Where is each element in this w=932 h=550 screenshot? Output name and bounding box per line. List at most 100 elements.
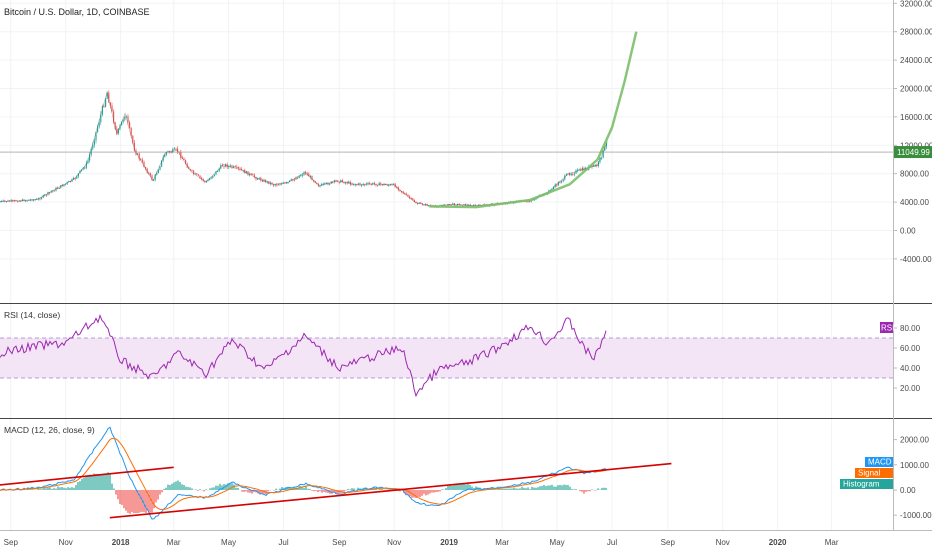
macd-histogram-bar — [247, 490, 249, 493]
macd-histogram-bar — [175, 481, 177, 490]
price-candle — [210, 177, 212, 179]
macd-histogram-bar — [121, 490, 123, 506]
macd-histogram-bar — [419, 490, 421, 498]
macd-histogram-bar — [137, 490, 139, 513]
time-axis-label: Jul — [607, 538, 617, 547]
macd-histogram-bar — [117, 490, 119, 500]
macd-histogram-bar — [323, 490, 325, 492]
price-candle — [39, 198, 41, 200]
price-candle — [138, 153, 140, 159]
macd-histogram-bar — [537, 487, 539, 490]
macd-histogram-bar — [531, 486, 533, 490]
price-candle — [567, 173, 569, 175]
price-candle — [391, 184, 393, 186]
macd-histogram-bar — [333, 490, 335, 493]
macd-histogram-bar — [43, 487, 45, 490]
macd-histogram-bar — [321, 490, 323, 493]
macd-axis-label: 0.00 — [900, 486, 916, 495]
macd-histogram-bar — [153, 490, 155, 509]
macd-histogram-bar — [51, 488, 53, 490]
macd-histogram-bar — [573, 489, 575, 490]
macd-histogram-bar — [365, 487, 367, 490]
rsi-axis-label: 60.00 — [900, 344, 921, 353]
price-candle — [177, 148, 179, 152]
macd-histogram-bar — [93, 473, 95, 490]
price-candle — [183, 158, 185, 161]
macd-histogram-bar — [465, 484, 467, 490]
macd-histogram-bar — [37, 488, 39, 490]
macd-histogram-bar — [131, 490, 133, 513]
price-candle — [229, 165, 231, 167]
macd-histogram-bar — [441, 489, 443, 490]
macd-histogram-bar — [509, 488, 511, 490]
price-candle — [321, 184, 323, 186]
macd-histogram-bar — [145, 490, 147, 513]
price-candle — [303, 172, 305, 175]
macd-histogram-bar — [159, 490, 161, 495]
price-candle — [143, 161, 145, 167]
price-candle — [197, 174, 199, 176]
macd-histogram-bar — [497, 488, 499, 490]
macd-histogram-bar — [605, 487, 607, 490]
price-candle — [45, 194, 47, 196]
macd-histogram-bar — [157, 490, 159, 500]
price-candle — [113, 111, 115, 123]
price-axis-label: 20000.00 — [900, 85, 932, 94]
macd-histogram-bar — [461, 483, 463, 490]
price-axis-label: 4000.00 — [900, 198, 929, 207]
price-candle — [199, 175, 201, 178]
macd-histogram-bar — [253, 490, 255, 493]
price-candle — [561, 180, 563, 183]
price-candle — [297, 177, 299, 179]
macd-legend-bg — [855, 468, 893, 478]
macd-histogram-bar — [533, 487, 535, 490]
macd-histogram-bar — [513, 487, 515, 490]
price-candle — [413, 199, 415, 203]
price-candle — [167, 151, 169, 153]
price-axis-label: 8000.00 — [900, 170, 929, 179]
macd-histogram-bar — [191, 488, 193, 490]
price-candle — [141, 159, 143, 162]
macd-histogram-bar — [453, 485, 455, 490]
price-candle — [98, 122, 100, 127]
parabolic-curve — [429, 31, 638, 209]
price-candle — [157, 169, 159, 174]
price-candle — [133, 142, 135, 151]
price-candle — [351, 184, 353, 186]
price-candle — [578, 169, 580, 171]
macd-histogram-bar — [167, 484, 169, 490]
macd-histogram-bar — [147, 490, 149, 512]
price-candle — [242, 169, 244, 171]
price-candle — [132, 135, 134, 143]
price-candle — [5, 201, 7, 203]
macd-histogram-bar — [55, 488, 57, 490]
price-candle — [26, 200, 28, 202]
time-axis-label: Sep — [4, 538, 19, 547]
price-candle — [281, 183, 283, 185]
macd-histogram-bar — [63, 487, 65, 490]
price-candle — [253, 174, 255, 178]
price-candle — [34, 199, 36, 201]
macd-histogram-bar — [335, 490, 337, 495]
price-candle — [130, 127, 132, 136]
macd-histogram-bar — [451, 485, 453, 490]
macd-histogram-bar — [189, 487, 191, 490]
price-candle — [58, 187, 60, 189]
macd-histogram-bar — [549, 485, 551, 490]
price-candle — [41, 197, 43, 199]
price-candle — [356, 184, 358, 186]
price-candle — [2, 200, 4, 202]
price-candle — [354, 184, 356, 186]
price-candle — [77, 173, 79, 177]
macd-histogram-bar — [221, 485, 223, 490]
price-candle — [95, 131, 97, 141]
macd-histogram-bar — [89, 474, 91, 490]
macd-histogram-bar — [195, 489, 197, 490]
time-axis-label: Nov — [387, 538, 401, 547]
macd-histogram-bar — [59, 487, 61, 490]
gridlines — [0, 0, 893, 530]
macd-histogram-bar — [225, 484, 227, 490]
